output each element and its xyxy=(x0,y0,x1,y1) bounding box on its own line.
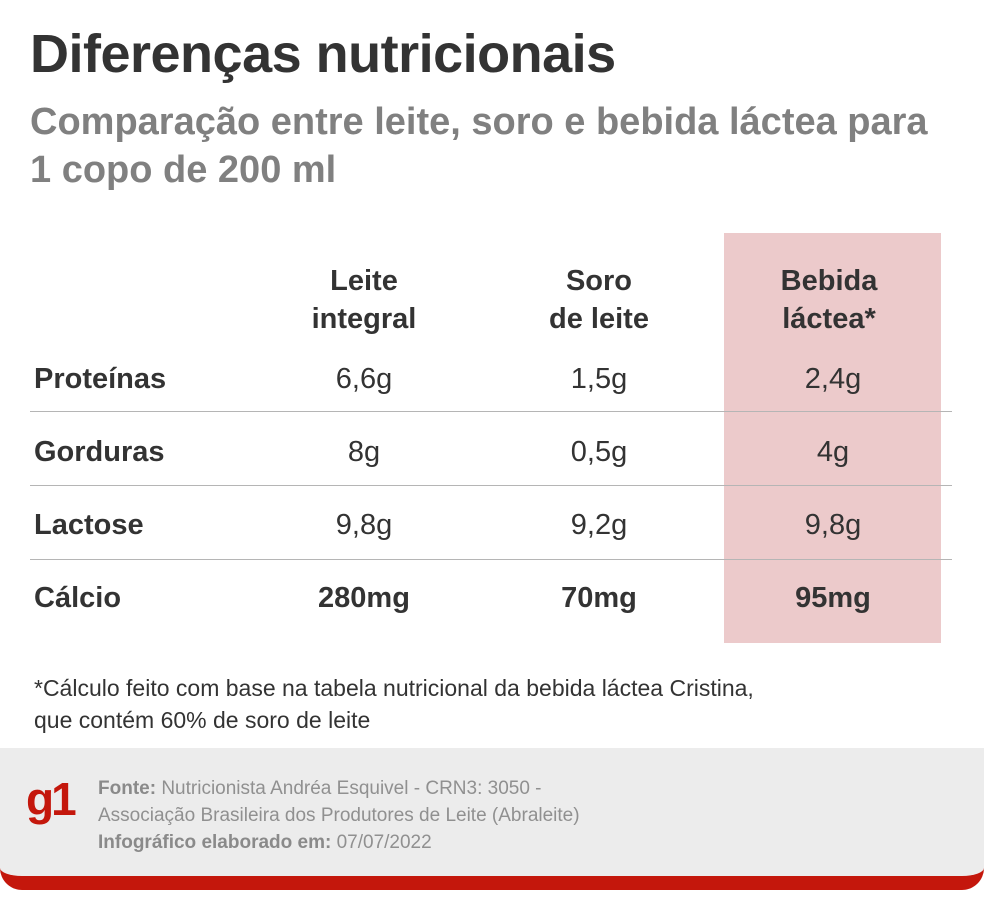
page-title: Diferenças nutricionais xyxy=(30,24,616,84)
column-header-leite-integral: Leite integral xyxy=(264,262,464,338)
row-divider xyxy=(30,485,952,486)
table-cell: 8g xyxy=(347,436,381,468)
row-divider xyxy=(30,559,952,560)
g1-logo: g1 xyxy=(26,773,77,825)
footnote-line: que contém 60% de soro de leite xyxy=(34,707,371,733)
page-subtitle: Comparação entre leite, soro e bebida lá… xyxy=(30,101,928,191)
table-cell: 70mg xyxy=(561,582,637,614)
highlighted-column-background xyxy=(724,233,941,643)
table-cell: 2,4g xyxy=(804,363,862,395)
table-cell: 9,2g xyxy=(570,509,628,541)
table-cell: 9,8g xyxy=(804,509,862,541)
source-label: Fonte: xyxy=(98,778,157,799)
table-cell: 0,5g xyxy=(570,436,628,468)
column-header-line: láctea* xyxy=(782,303,876,335)
column-header-line: Bebida xyxy=(780,265,878,297)
row-label-proteinas: Proteínas xyxy=(34,363,167,395)
column-header-soro-de-leite: Soro de leite xyxy=(499,262,699,338)
row-label-gorduras: Gorduras xyxy=(34,436,165,468)
table-cell: 4g xyxy=(816,436,850,468)
column-header-line: Leite xyxy=(330,265,398,297)
source-text: Nutricionista Andréa Esquivel - CRN3: 30… xyxy=(161,778,542,799)
table-cell: 6,6g xyxy=(335,363,393,395)
row-divider xyxy=(30,411,952,412)
source-line: Associação Brasileira dos Produtores de … xyxy=(98,805,580,826)
column-header-line: integral xyxy=(311,303,417,335)
column-header-bebida-lactea: Bebida láctea* xyxy=(729,262,929,338)
table-cell: 280mg xyxy=(318,582,410,614)
source-line: Fonte: Nutricionista Andréa Esquivel - C… xyxy=(98,776,958,802)
footer-bar xyxy=(0,748,984,890)
row-label-calcio: Cálcio xyxy=(34,582,122,614)
footnote-line: *Cálculo feito com base na tabela nutric… xyxy=(34,675,754,701)
column-header-line: de leite xyxy=(549,303,649,335)
date-line: Infográfico elaborado em: 07/07/2022 xyxy=(98,830,958,856)
date-label: Infográfico elaborado em: xyxy=(98,832,332,853)
table-cell: 9,8g xyxy=(335,509,393,541)
row-label-lactose: Lactose xyxy=(34,509,144,541)
table-cell: 95mg xyxy=(795,582,871,614)
date-value: 07/07/2022 xyxy=(336,832,432,853)
table-cell: 1,5g xyxy=(570,363,628,395)
column-header-line: Soro xyxy=(565,265,633,297)
footnote: *Cálculo feito com base na tabela nutric… xyxy=(34,672,954,736)
